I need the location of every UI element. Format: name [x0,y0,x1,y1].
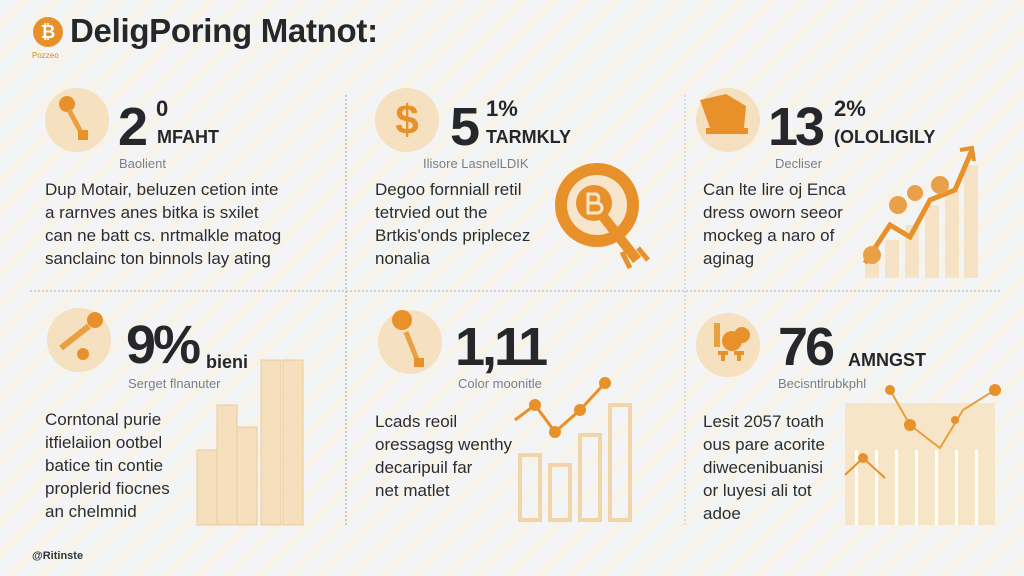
chart-bar [875,450,878,525]
stat-sublabel: Decliser [775,156,822,171]
stat-value: 2 [118,97,148,157]
bar-chart-illustration [196,359,304,526]
growth-chart-illustration [862,145,978,278]
coin [889,196,907,214]
chart-bar [282,359,304,526]
panel-description: Lcads reoil oressagsg wenthy decaripuil … [375,412,513,500]
chart-bar [935,450,938,525]
chart-bar [260,359,282,526]
footer-credit: @Ritinste [32,550,84,562]
data-point [549,426,561,438]
divider-vertical [684,95,686,525]
page-title: DeligPoring Matnot: [70,12,378,49]
stat-sublabel: Ilisore LasnelLDIK [423,156,529,171]
chart-bar [975,450,978,525]
piggy-bank-icon [696,88,760,152]
chart-bar [216,404,238,526]
chart-bar [885,240,899,278]
panel-description: Can lte lire oj Enca dress oworn seeor m… [703,180,846,268]
chart-bar [925,205,939,278]
chart-bar [518,453,542,522]
stat-sublabel: Serget flnanuter [128,376,221,391]
data-point [989,384,1001,396]
line-chart-illustration [514,377,632,522]
data-point [529,399,541,411]
chart-bar [578,433,602,522]
arrow-head [959,145,976,162]
stat-label: (OLOLIGILY [834,127,936,147]
stat-superscript: 1% [486,96,518,121]
stat-sublabel: Baolient [119,156,166,171]
divider-horizontal [30,290,1000,292]
stat-value: 5 [450,97,480,157]
key-icon [45,88,109,152]
stat-superscript: 2% [834,96,866,121]
stat-label: MFAHT [157,127,219,147]
chart-background [845,403,995,525]
coin-key-icon [378,310,442,374]
chart-bar [895,450,898,525]
panel-description: Corntonal purie itfielaiion ootbel batic… [45,410,170,521]
stat-superscript: 0 [156,96,169,121]
data-point [885,385,895,395]
panel-description: Degoo fornniall retil tetrvied out the B… [375,180,531,268]
bitcoin-key-icon [555,163,650,270]
chart-bar [855,450,858,525]
coin [863,246,881,264]
data-point [574,404,586,416]
coin [907,185,923,201]
stat-value: 76 [778,317,835,377]
stat-value: 9% [126,315,201,375]
data-point [599,377,611,389]
data-point [951,416,959,424]
panel-description: Dup Motair, beluzen cetion inte a rarnve… [45,180,282,268]
chart-bar [964,165,978,278]
panel-description: Lesit 2057 toath ous pare acorite diwece… [703,412,825,523]
chart-bar [196,449,218,526]
data-point [904,419,916,431]
stat-value: 1,11 [455,317,548,377]
coins-icon [696,313,760,377]
divider-vertical [345,95,347,525]
stat-label: bieni [206,352,249,372]
chart-bar [236,426,258,526]
trend-arrow [862,149,975,265]
trend-line [514,381,607,435]
chart-bar [955,450,958,525]
stat-sublabel: Becisntlrubkphl [778,376,867,391]
chart-bar [548,463,572,522]
dollar-icon: $ [375,88,439,152]
trend-line [889,389,996,450]
stat-label: TARMKLY [486,127,571,147]
chart-bar [945,190,959,278]
stat-value: 13 [768,97,825,157]
stat-label: AMNGST [848,350,926,370]
line-chart-illustration [844,384,1001,525]
chart-bar [865,263,879,278]
chart-bar [608,403,632,522]
stat-sublabel: Color moonitle [458,376,542,391]
bitcoin-logo-icon: ₿ [33,17,63,47]
chart-bar [915,450,918,525]
coin [931,176,949,194]
data-point [858,453,868,463]
brand-label: Pozzeo [32,51,59,60]
microphone-icon [47,308,111,372]
